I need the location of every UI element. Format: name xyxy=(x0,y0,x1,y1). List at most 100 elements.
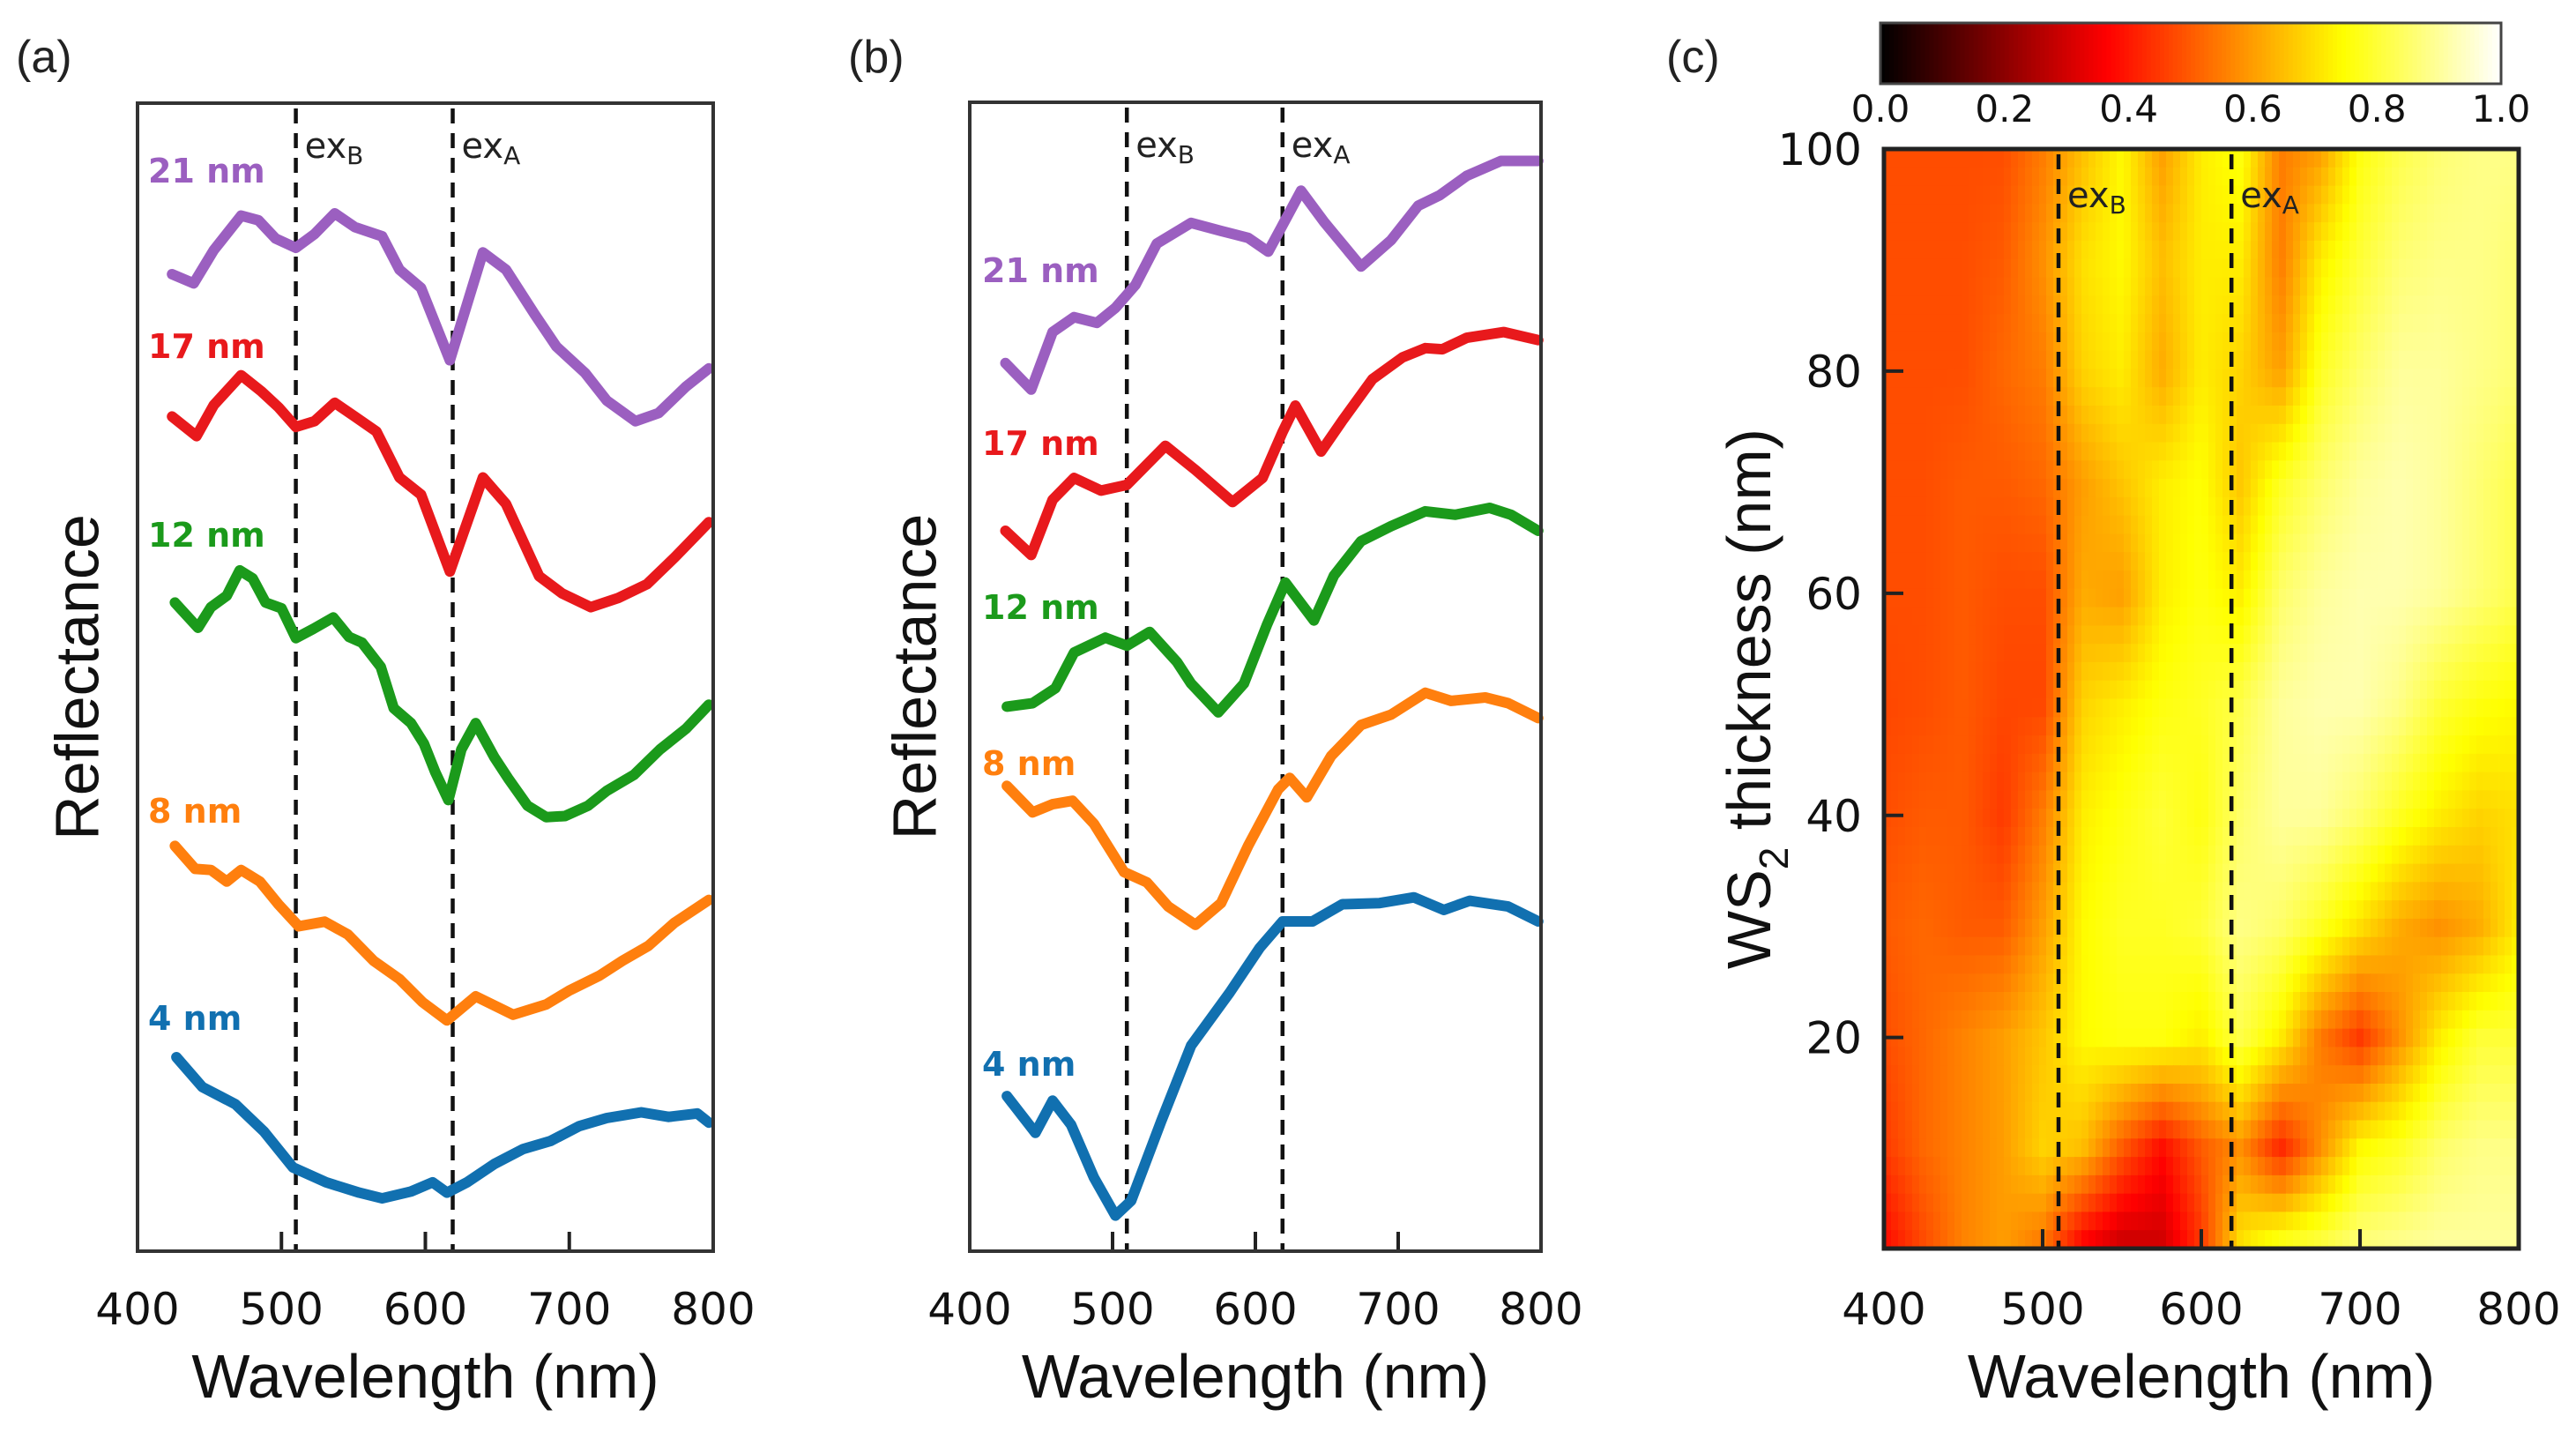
heatmap-cell xyxy=(1933,442,1941,462)
heatmap-cell xyxy=(2103,992,2111,1011)
heatmap-cell xyxy=(2455,1101,2463,1122)
heatmap-cell xyxy=(2307,1028,2315,1048)
heatmap-cell xyxy=(2378,1010,2386,1030)
heatmap-cell xyxy=(2321,1065,2329,1085)
heatmap-cell xyxy=(2335,992,2343,1011)
heatmap-cell xyxy=(2434,717,2442,736)
heatmap-cell xyxy=(2512,204,2520,223)
heatmap-cell xyxy=(2279,900,2287,920)
heatmap-cell xyxy=(1912,369,1920,388)
heatmap-cell xyxy=(2088,442,2096,462)
heatmap-cell xyxy=(2011,185,2019,205)
heatmap-cell xyxy=(2208,1010,2216,1030)
heatmap-cell xyxy=(1969,827,1977,846)
heatmap-cell xyxy=(2286,644,2294,663)
heatmap-cell xyxy=(1954,936,1962,957)
heatmap-cell xyxy=(2180,515,2188,535)
heatmap-cell xyxy=(1891,680,1899,700)
heatmap-cell xyxy=(2279,735,2287,755)
heatmap-cell xyxy=(2201,992,2209,1011)
heatmap-cell xyxy=(2011,332,2019,352)
heatmap-cell xyxy=(2335,460,2343,480)
heatmap-cell xyxy=(1933,661,1941,682)
heatmap-cell xyxy=(2258,496,2266,517)
heatmap-cell xyxy=(2201,1084,2209,1103)
heatmap-cell xyxy=(2215,460,2223,480)
heatmap-cell xyxy=(2448,258,2456,279)
heatmap-cell xyxy=(2392,973,2400,993)
heatmap-cell xyxy=(2159,698,2167,719)
heatmap-cell xyxy=(2180,680,2188,700)
heatmap-cell xyxy=(2321,661,2329,682)
heatmap-cell xyxy=(2131,863,2139,884)
heatmap-cell xyxy=(2124,258,2132,279)
heatmap-cell xyxy=(2173,607,2181,627)
heatmap-cell xyxy=(2293,973,2301,993)
heatmap-cell xyxy=(2293,240,2301,260)
heatmap-cell xyxy=(2300,423,2308,444)
heatmap-cell xyxy=(2335,258,2343,279)
heatmap-cell xyxy=(2420,717,2428,736)
heatmap-cell xyxy=(2067,809,2075,828)
heatmap-cell xyxy=(2434,533,2442,554)
heatmap-cell xyxy=(2399,992,2407,1011)
heatmap-cell xyxy=(2025,772,2033,792)
heatmap-cell xyxy=(2222,680,2230,700)
heatmap-cell xyxy=(1954,406,1962,425)
heatmap-cell xyxy=(2476,496,2484,517)
heatmap-cell xyxy=(1969,661,1977,682)
heatmap-cell xyxy=(1919,809,1927,828)
heatmap-cell xyxy=(2385,588,2393,608)
heatmap-cell xyxy=(2215,332,2223,352)
heatmap-cell xyxy=(2166,882,2174,901)
heatmap-cell xyxy=(2293,350,2301,370)
heatmap-cell xyxy=(1947,790,1955,809)
heatmap-cell xyxy=(1919,277,1927,297)
heatmap-cell xyxy=(2307,496,2315,517)
heatmap-cells xyxy=(1884,149,2520,1249)
heatmap-cell xyxy=(2159,863,2167,884)
heatmap-cell xyxy=(2505,992,2513,1011)
heatmap-cell xyxy=(2427,1047,2435,1066)
heatmap-cell xyxy=(2328,992,2336,1011)
heatmap-cell xyxy=(2215,936,2223,957)
heatmap-cell xyxy=(2476,588,2484,608)
heatmap-cell xyxy=(1926,661,1934,682)
heatmap-cell xyxy=(2067,185,2075,205)
heatmap-cell xyxy=(2088,222,2096,242)
heatmap-cell xyxy=(2490,753,2498,773)
heatmap-cell xyxy=(2138,1010,2146,1030)
heatmap-cell xyxy=(2103,1084,2111,1103)
heatmap-cell xyxy=(2307,222,2315,242)
heatmap-cell xyxy=(2272,167,2280,187)
heatmap-cell xyxy=(2201,607,2209,627)
heatmap-cell xyxy=(2307,607,2315,627)
heatmap-cell xyxy=(2258,680,2266,700)
heatmap-cell xyxy=(2448,936,2456,957)
heatmap-cell xyxy=(2131,1028,2139,1048)
heatmap-cell xyxy=(2180,644,2188,663)
heatmap-cell xyxy=(2335,167,2343,187)
heatmap-cell xyxy=(2462,552,2470,571)
heatmap-cell xyxy=(1976,204,1984,223)
heatmap-cell xyxy=(2117,900,2125,920)
heatmap-cell xyxy=(2187,698,2195,719)
heatmap-cell xyxy=(2180,753,2188,773)
heatmap-cell xyxy=(1997,515,2005,535)
heatmap-cell xyxy=(2469,1084,2477,1103)
heatmap-cell xyxy=(2293,644,2301,663)
heatmap-cell xyxy=(1912,295,1920,315)
heatmap-cell xyxy=(2420,680,2428,700)
heatmap-cell xyxy=(2378,1065,2386,1085)
heatmap-cell xyxy=(2328,423,2336,444)
heatmap-cell xyxy=(1976,460,1984,480)
heatmap-cell xyxy=(2025,680,2033,700)
heatmap-cell xyxy=(2244,204,2252,223)
heatmap-cell xyxy=(2110,863,2118,884)
heatmap-cell xyxy=(2335,918,2343,938)
heatmap-cell xyxy=(2413,1047,2421,1066)
heatmap-cell xyxy=(2272,1101,2280,1122)
heatmap-cell xyxy=(1933,992,1941,1011)
heatmap-cell xyxy=(1912,1120,1920,1140)
heatmap-cell xyxy=(2441,863,2449,884)
